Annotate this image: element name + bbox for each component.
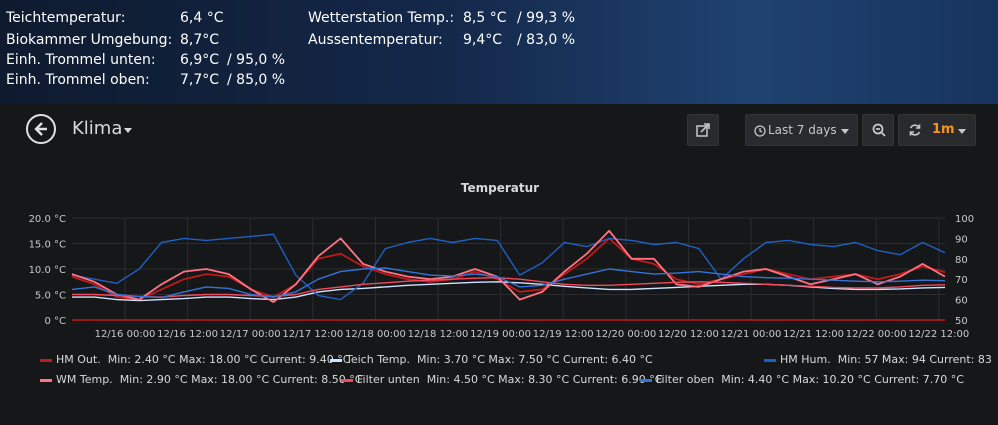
legend-label: WM Temp. (56, 373, 113, 386)
legend-stats: Min: 3.70 °C Max: 7.50 °C Current: 6.40 … (417, 353, 653, 366)
legend-stats: Min: 4.40 °C Max: 10.20 °C Current: 7.70… (721, 373, 964, 386)
series-line (72, 277, 946, 298)
legend-swatch (764, 358, 776, 362)
time-range-label: Last 7 days (768, 123, 837, 137)
aussen-label: Aussentemperatur: (308, 32, 443, 48)
clock-icon (754, 125, 766, 137)
series-line (71, 229, 946, 304)
y-left-tick-label: 10.0 °C (29, 265, 66, 276)
legend-item-filter-unten[interactable]: Filter unten Min: 4.50 °C Max: 8.30 °C C… (341, 373, 662, 386)
legend-stats: Min: 2.90 °C Max: 18.00 °C Current: 8.50… (119, 373, 363, 386)
aussen-humidity: / 83,0 % (517, 32, 576, 48)
legend-label: HM Hum. (780, 353, 831, 366)
legend-swatch (330, 358, 342, 362)
title-dropdown-icon[interactable] (124, 128, 132, 133)
wetter-humidity: / 99,3 % (517, 10, 576, 26)
x-tick-label: 12/21 12:00 (783, 329, 844, 340)
teich-label: Teichtemperatur: (6, 10, 126, 26)
biokammer-value: 8,7°C (180, 32, 220, 48)
x-tick-label: 12/19 00:00 (470, 329, 531, 340)
x-tick-label: 12/17 12:00 (282, 329, 343, 340)
legend-stats: Min: 4.50 °C Max: 8.30 °C Current: 6.90 … (426, 373, 663, 386)
x-tick-label: 12/16 00:00 (95, 329, 156, 340)
legend-label: Filter unten (357, 373, 420, 386)
x-tick-label: 12/19 12:00 (533, 329, 594, 340)
x-tick-label: 12/16 12:00 (157, 329, 218, 340)
y-right-tick-label: 60 (955, 296, 968, 307)
series-lines (71, 229, 946, 304)
x-tick-label: 12/21 00:00 (721, 329, 782, 340)
legend-swatch (341, 378, 353, 382)
legend-swatch (40, 378, 52, 382)
temperatur-chart[interactable]: Temperatur 0 °C 5.0 °C 10.0 °C 15.0 °C 20.0 … (0, 160, 998, 421)
zoom-out-button[interactable] (862, 114, 894, 146)
dashboard-header: Klima Last 7 days 1m (0, 104, 998, 160)
y-right-tick-label: 100 (955, 214, 974, 225)
series-line (71, 267, 946, 299)
chevron-down-icon (841, 129, 849, 134)
x-tick-label: 12/22 00:00 (846, 329, 907, 340)
legend-stats: Min: 2.40 °C Max: 18.00 °C Current: 9.40… (107, 353, 351, 366)
y-left-tick-label: 20.0 °C (29, 214, 66, 225)
x-axis: 12/16 00:00 12/16 12:00 12/17 00:00 12/17 1… (95, 329, 970, 340)
series-line (71, 237, 946, 301)
trommel-unten-value: 6,9°C (180, 52, 220, 68)
aussen-value: 9,4°C (463, 32, 503, 48)
x-tick-label: 12/18 12:00 (408, 329, 469, 340)
trommel-oben-value: 7,7°C (180, 72, 220, 88)
legend-swatch (640, 378, 652, 382)
refresh-interval: 1m (932, 122, 955, 137)
x-tick-label: 12/20 12:00 (658, 329, 719, 340)
back-button[interactable] (26, 114, 56, 144)
chart-grid (72, 217, 945, 321)
x-tick-label: 12/18 00:00 (345, 329, 406, 340)
x-tick-label: 12/22 12:00 (908, 329, 969, 340)
y-left-tick-label: 15.0 °C (29, 240, 66, 251)
share-button[interactable] (687, 114, 719, 146)
legend-item-hm-hum[interactable]: HM Hum. Min: 57 Max: 94 Current: 83 (764, 353, 992, 366)
time-range-picker[interactable]: Last 7 days (745, 114, 858, 146)
zoom-out-icon (872, 123, 886, 137)
stats-banner: Teichtemperatur: 6,4 °C Biokammer Umgebu… (0, 0, 998, 104)
biokammer-label: Biokammer Umgebung: (6, 32, 173, 48)
wetter-value: 8,5 °C (463, 10, 507, 26)
refresh-picker[interactable]: 1m (898, 114, 976, 146)
y-right-tick-label: 80 (955, 255, 968, 266)
dashboard-title[interactable]: Klima (72, 118, 123, 139)
x-tick-label: 12/17 00:00 (220, 329, 281, 340)
legend-item-filter-oben[interactable]: Filter oben Min: 4.40 °C Max: 10.20 °C C… (640, 373, 964, 386)
legend-swatch (40, 358, 52, 362)
chevron-down-icon (958, 129, 966, 134)
legend-item-wm-temp[interactable]: WM Temp. Min: 2.90 °C Max: 18.00 °C Curr… (40, 373, 362, 386)
trommel-unten-label: Einh. Trommel unten: (6, 52, 156, 68)
trommel-oben-humidity: / 85,0 % (227, 72, 286, 88)
y-axis-right: 50 60 70 80 90 100 (955, 214, 974, 327)
back-arrow-icon (34, 122, 47, 136)
y-left-tick-label: 5.0 °C (35, 291, 66, 302)
legend-stats: Min: 57 Max: 94 Current: 83 (837, 353, 992, 366)
trommel-unten-humidity: / 95,0 % (227, 52, 286, 68)
y-right-tick-label: 90 (955, 234, 968, 245)
y-right-tick-label: 50 (955, 316, 968, 327)
legend-label: HM Out. (56, 353, 101, 366)
teich-value: 6,4 °C (180, 10, 224, 26)
y-right-tick-label: 70 (955, 275, 968, 286)
temperatur-panel: Temperatur 0 °C 5.0 °C 10.0 °C 15.0 °C 20.0 … (0, 160, 998, 421)
refresh-icon (909, 124, 921, 136)
series-line (71, 233, 946, 301)
share-icon (696, 123, 710, 137)
y-left-tick-label: 0 °C (44, 316, 66, 327)
wetter-label: Wetterstation Temp.: (308, 10, 455, 26)
y-axis-left: 0 °C 5.0 °C 10.0 °C 15.0 °C 20.0 °C (29, 214, 66, 327)
legend-label: Filter oben (656, 373, 715, 386)
legend-item-teich-temp[interactable]: Teich Temp. Min: 3.70 °C Max: 7.50 °C Cu… (330, 353, 653, 366)
chart-title: Temperatur (461, 181, 539, 195)
legend-item-hm-out[interactable]: HM Out. Min: 2.40 °C Max: 18.00 °C Curre… (40, 353, 350, 366)
legend-label: Teich Temp. (346, 353, 411, 366)
trommel-oben-label: Einh. Trommel oben: (6, 72, 150, 88)
x-tick-label: 12/20 00:00 (595, 329, 656, 340)
